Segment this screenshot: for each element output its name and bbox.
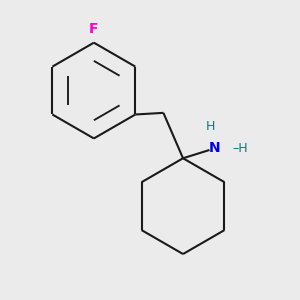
Text: F: F <box>89 22 99 36</box>
Text: H: H <box>206 121 215 134</box>
Text: –H: –H <box>232 142 248 155</box>
Text: N: N <box>208 141 220 155</box>
